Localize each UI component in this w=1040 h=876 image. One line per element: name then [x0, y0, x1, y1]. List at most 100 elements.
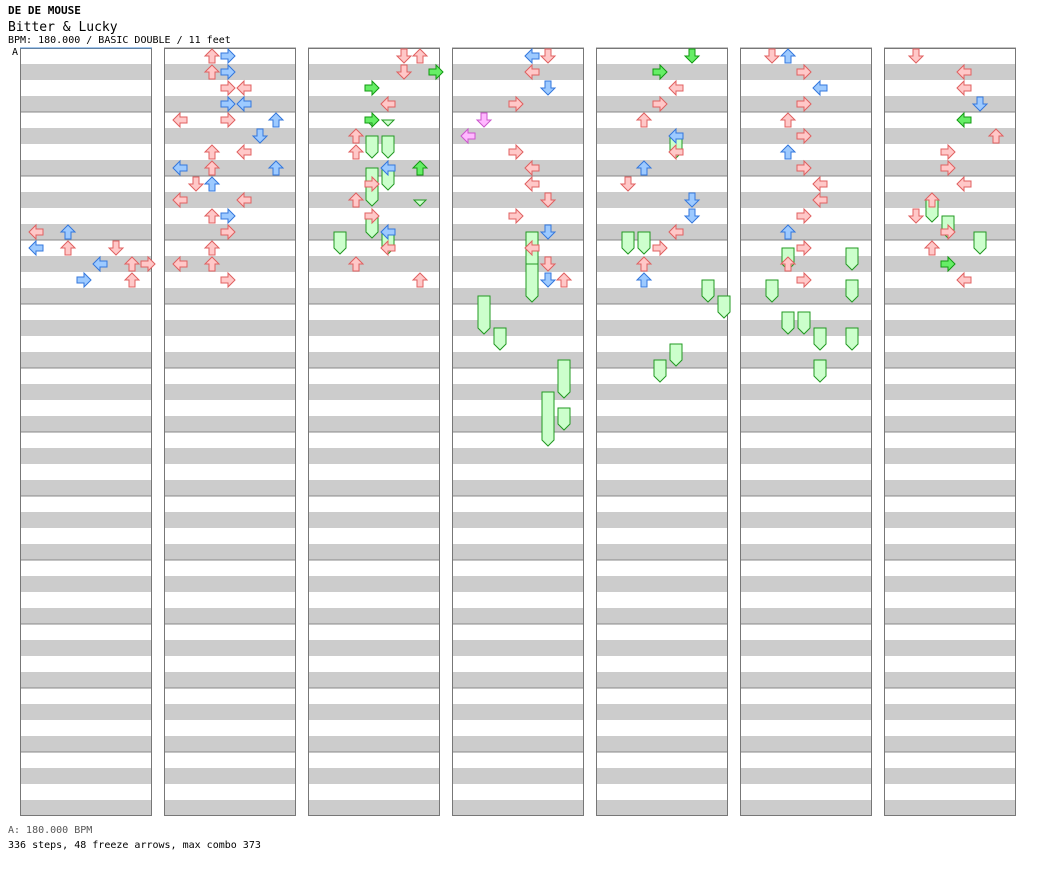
- beat-stripe: [740, 192, 872, 208]
- beat-stripe: [20, 96, 152, 112]
- freeze-arrow: [813, 359, 827, 383]
- beat-stripe: [452, 736, 584, 752]
- up-arrow-note: [555, 272, 573, 288]
- beat-stripe: [452, 768, 584, 784]
- beat-stripe: [164, 448, 296, 464]
- right-arrow-note: [140, 255, 156, 273]
- left-arrow-note: [236, 191, 252, 209]
- left-arrow-note: [524, 239, 540, 257]
- beat-stripe: [596, 576, 728, 592]
- beat-stripe: [740, 416, 872, 432]
- beat-stripe: [740, 224, 872, 240]
- beat-stripe: [740, 672, 872, 688]
- up-arrow-note: [779, 144, 797, 160]
- up-arrow-note: [635, 112, 653, 128]
- freeze-arrow: [669, 343, 683, 367]
- beat-stripe: [884, 608, 1016, 624]
- left-arrow-note: [172, 111, 188, 129]
- up-arrow-note: [203, 208, 221, 224]
- right-arrow-note: [940, 223, 956, 241]
- bpm-marker: A: [12, 47, 19, 58]
- beat-stripe: [308, 384, 440, 400]
- left-arrow-note: [668, 223, 684, 241]
- left-arrow-note: [956, 79, 972, 97]
- beat-stripe: [308, 480, 440, 496]
- down-arrow-note: [763, 48, 781, 64]
- beat-stripe: [164, 384, 296, 400]
- beat-stripe: [596, 672, 728, 688]
- up-arrow-note: [347, 128, 365, 144]
- beat-stripe: [20, 352, 152, 368]
- beat-stripe: [884, 384, 1016, 400]
- right-arrow-note: [364, 207, 380, 225]
- chart-column: [308, 47, 440, 816]
- beat-stripe: [20, 672, 152, 688]
- left-arrow-note: [956, 63, 972, 81]
- up-arrow-note: [779, 256, 797, 272]
- column-border: [452, 48, 584, 816]
- beat-stripe: [20, 160, 152, 176]
- beat-stripe: [308, 96, 440, 112]
- beat-stripe: [884, 320, 1016, 336]
- beat-stripe: [596, 224, 728, 240]
- beat-stripe: [740, 640, 872, 656]
- stats-footer: 336 steps, 48 freeze arrows, max combo 3…: [8, 840, 261, 851]
- beat-stripe: [452, 192, 584, 208]
- down-arrow-note: [539, 80, 557, 96]
- beat-stripe: [20, 512, 152, 528]
- down-arrow-note: [907, 48, 925, 64]
- beat-stripe: [164, 704, 296, 720]
- beat-stripe: [20, 544, 152, 560]
- beat-stripe: [884, 640, 1016, 656]
- song-title: Bitter & Lucky: [8, 20, 118, 35]
- beat-stripe: [740, 448, 872, 464]
- beat-stripe: [596, 160, 728, 176]
- column-border: [884, 48, 1016, 816]
- beat-stripe: [884, 544, 1016, 560]
- beat-stripe: [884, 192, 1016, 208]
- beat-stripe: [20, 704, 152, 720]
- left-arrow-note: [92, 255, 108, 273]
- beat-stripe: [884, 512, 1016, 528]
- down-arrow-note: [971, 96, 989, 112]
- up-arrow-note: [411, 48, 429, 64]
- beat-stripe: [164, 608, 296, 624]
- down-arrow-note: [683, 208, 701, 224]
- left-arrow-note: [380, 159, 396, 177]
- right-arrow-note: [940, 159, 956, 177]
- beat-stripe: [20, 448, 152, 464]
- down-arrow-note: [395, 48, 413, 64]
- beat-stripe: [308, 736, 440, 752]
- down-arrow-note: [683, 48, 701, 64]
- freeze-arrow: [541, 391, 555, 447]
- beat-stripe: [596, 800, 728, 816]
- left-arrow-note: [236, 79, 252, 97]
- up-arrow-note: [59, 224, 77, 240]
- freeze-arrow: [525, 263, 539, 303]
- left-arrow-note: [524, 175, 540, 193]
- freeze-arrow: [557, 359, 571, 399]
- beat-stripe: [596, 640, 728, 656]
- right-arrow-note: [220, 47, 236, 65]
- right-arrow-note: [940, 143, 956, 161]
- left-arrow-note: [812, 175, 828, 193]
- beat-stripe: [20, 800, 152, 816]
- beat-stripe: [884, 352, 1016, 368]
- freeze-arrow: [381, 135, 395, 159]
- right-arrow-note: [796, 127, 812, 145]
- up-arrow-note: [203, 176, 221, 192]
- beat-stripe: [596, 384, 728, 400]
- beat-stripe: [740, 768, 872, 784]
- beat-stripe: [164, 416, 296, 432]
- right-arrow-note: [508, 143, 524, 161]
- beat-stripe: [164, 800, 296, 816]
- beat-stripe: [20, 416, 152, 432]
- beat-stripe: [20, 64, 152, 80]
- down-arrow-note: [107, 240, 125, 256]
- down-arrow-note: [539, 48, 557, 64]
- left-arrow-note: [172, 159, 188, 177]
- beat-stripe: [20, 224, 152, 240]
- freeze-arrow: [845, 327, 859, 351]
- freeze-arrow: [477, 295, 491, 335]
- right-arrow-note: [652, 63, 668, 81]
